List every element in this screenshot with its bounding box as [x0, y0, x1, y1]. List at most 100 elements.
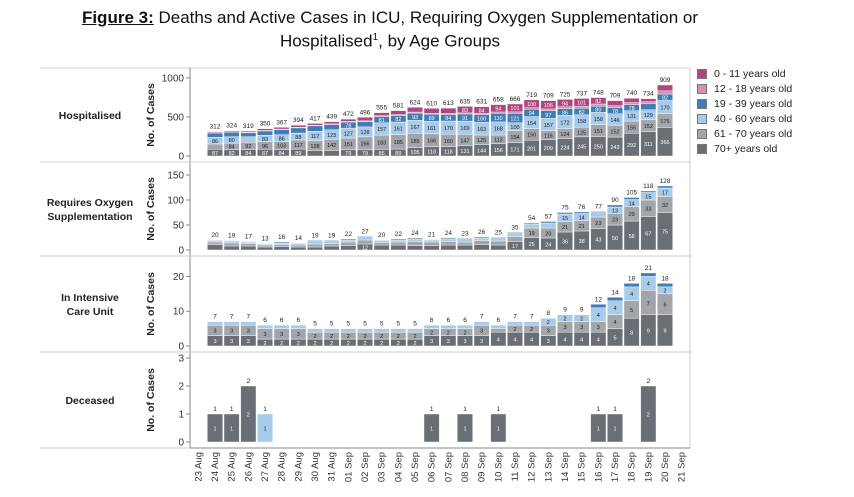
segment-label: 93 [412, 115, 418, 121]
bar-segment [373, 240, 390, 243]
bar-segment [240, 132, 257, 137]
segment-label: 79 [345, 151, 351, 157]
segment-label: 3 [480, 339, 483, 345]
segment-label: 80 [229, 138, 235, 144]
x-tick-label: 26 Aug [243, 452, 254, 482]
total-label: 18 [661, 275, 669, 282]
segment-label: 2 [330, 341, 333, 347]
bar-segment [257, 130, 273, 136]
bar-segment [423, 239, 440, 243]
bar-segment [307, 246, 323, 251]
x-tick-label: 29 Aug [293, 452, 304, 482]
bar-segment [440, 238, 457, 242]
y-axis-title: No. of Cases [145, 368, 157, 432]
bar-segment [457, 241, 473, 246]
bar-segment [390, 239, 407, 243]
segment-label: 2 [413, 334, 416, 340]
segment-label: 8 [630, 330, 633, 336]
segment-label: 131 [460, 149, 469, 155]
bar-segment [257, 244, 273, 248]
bar-segment [490, 413, 507, 443]
segment-label: 3 [580, 325, 583, 331]
y-tick-label: 150 [167, 171, 184, 182]
segment-label: 89 [395, 151, 401, 157]
bar-segment [257, 413, 273, 443]
x-tick-label: 28 Aug [277, 452, 288, 482]
bar-segment [523, 321, 540, 326]
bar-segment [307, 328, 323, 333]
segment-label: 158 [577, 119, 586, 125]
segment-label: 38 [579, 239, 585, 245]
segment-label: 161 [427, 126, 436, 132]
title-line1: Deaths and Active Cases in ICU, Requirin… [153, 8, 699, 27]
bar-segment [357, 237, 373, 241]
segment-label: 3 [463, 339, 466, 345]
segment-label: 23 [612, 218, 618, 224]
segment-label: 131 [627, 114, 636, 120]
segment-label: 2 [530, 327, 533, 333]
bar-segment [640, 98, 657, 102]
segment-label: 1 [213, 426, 216, 432]
x-tick-label: 05 Sep [410, 452, 421, 482]
bar-segment [390, 241, 407, 246]
bar-segment [257, 128, 273, 131]
segment-label: 175 [660, 119, 669, 125]
segment-label: 1 [463, 426, 466, 432]
total-label: 631 [476, 99, 487, 106]
segment-label: 105 [410, 150, 419, 156]
bar-segment [657, 84, 673, 92]
total-label: 581 [393, 103, 404, 110]
bar-segment [357, 121, 373, 128]
y-axis-title: No. of Cases [145, 83, 157, 147]
bar-segment [490, 324, 507, 329]
total-label: 25 [495, 230, 503, 237]
total-label: 76 [578, 204, 586, 211]
segment-label: 3 [230, 339, 233, 345]
segment-label: 2 [580, 316, 583, 322]
bar-segment [540, 100, 557, 110]
segment-label: 2 [280, 341, 283, 347]
bar-segment [240, 130, 257, 133]
total-label: 75 [561, 205, 569, 212]
bar-segment [207, 241, 223, 245]
total-label: 19 [311, 233, 319, 240]
segment-label: 67 [645, 232, 651, 238]
segment-label: 15 [645, 195, 651, 201]
bar-segment [207, 132, 223, 138]
segment-label: 113 [494, 138, 503, 144]
total-label: 367 [276, 119, 287, 126]
bar-segment [357, 328, 373, 333]
bar-segment [507, 233, 523, 237]
bar-segment [623, 102, 640, 105]
bar-segment [307, 241, 323, 245]
segment-label: 100 [527, 102, 536, 108]
total-label: 26 [478, 229, 486, 236]
segment-label: 3 [480, 329, 483, 335]
y-tick-label: 20 [173, 272, 185, 283]
segment-label: 84 [279, 151, 285, 157]
bar-segment [207, 239, 223, 241]
bar-segment [373, 112, 390, 116]
segment-label: 91 [462, 116, 468, 122]
bar-segment [240, 243, 257, 247]
x-tick-label: 13 Sep [543, 452, 554, 482]
segment-label: 185 [410, 139, 419, 145]
segment-label: 160 [444, 139, 453, 145]
bar-segment [590, 212, 607, 218]
bar-segment [590, 97, 607, 105]
footnote-mark: 1 [372, 32, 379, 43]
total-label: 77 [595, 204, 603, 211]
bar-segment [607, 297, 623, 301]
segment-label: 89 [429, 116, 435, 122]
bar-segment [540, 108, 557, 111]
bar-segment [473, 244, 490, 251]
segment-label: 96 [262, 144, 268, 150]
segment-label: 292 [627, 143, 636, 149]
total-label: 9 [563, 307, 567, 314]
segment-label: 1 [430, 426, 433, 432]
bar-segment [557, 314, 573, 322]
total-label: 6 [297, 317, 301, 324]
segment-label: 185 [394, 140, 403, 146]
segment-label: 79 [362, 151, 368, 157]
total-label: 118 [643, 183, 654, 190]
